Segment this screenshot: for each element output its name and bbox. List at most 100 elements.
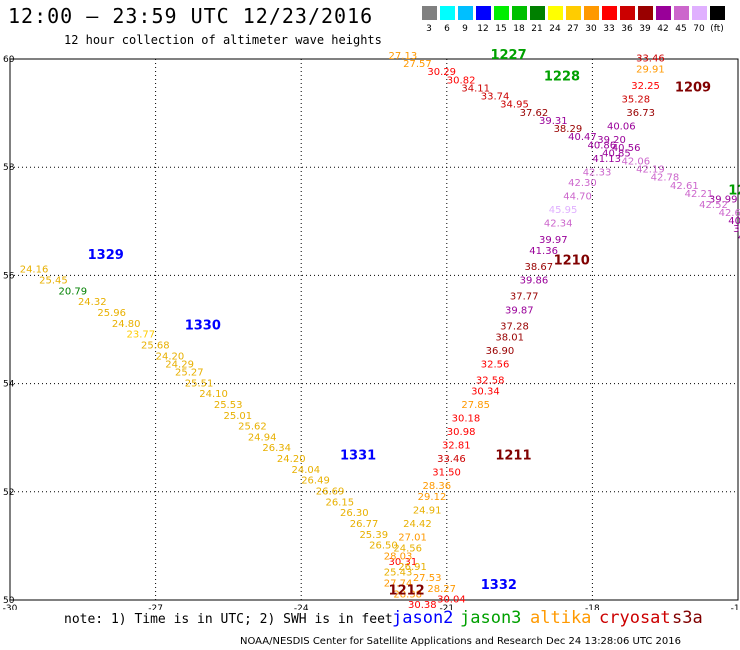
wave-height-label: 25.51 xyxy=(185,378,214,389)
wave-height-label: 30.82 xyxy=(447,75,476,86)
wave-height-label: 24.56 xyxy=(393,543,422,554)
scale-swatch xyxy=(656,6,671,20)
pass-number-label: 1227 xyxy=(490,48,526,63)
scale-swatch xyxy=(458,6,473,20)
x-tick-label: -15 xyxy=(731,604,740,610)
scale-swatch xyxy=(494,6,509,20)
scale-label: 18 xyxy=(513,24,525,34)
wave-height-label: 25.01 xyxy=(224,411,253,422)
scale-swatch xyxy=(566,6,581,20)
scale-label: 45 xyxy=(675,24,687,34)
wave-height-label: 26.91 xyxy=(398,562,427,573)
wave-height-label: 24.80 xyxy=(112,319,141,330)
wave-height-label: 30.34 xyxy=(471,386,500,397)
wave-height-label: 33.74 xyxy=(481,92,510,103)
wave-height-label: 40.19 xyxy=(728,216,740,227)
wave-height-label: 24.94 xyxy=(248,432,277,443)
scale-label: 42 xyxy=(657,24,669,34)
wave-height-label: 42.78 xyxy=(651,173,680,184)
wave-height-label: 26.34 xyxy=(262,443,291,454)
wave-height-label: 38.67 xyxy=(524,262,553,273)
wave-height-label: 26.69 xyxy=(316,487,345,498)
pass-number-label: 1229 xyxy=(728,183,740,198)
legend-cryosat: cryosat xyxy=(599,608,671,628)
wave-height-label: 25.68 xyxy=(141,340,170,351)
wave-height-label: 34.11 xyxy=(461,83,490,94)
wave-height-label: 35.28 xyxy=(622,94,651,105)
pass-number-label: 1228 xyxy=(544,70,580,85)
wave-height-label: 28.38 xyxy=(393,589,422,600)
chart-title: 12:00 — 23:59 UTC 12/23/2016 xyxy=(8,4,374,28)
wave-height-label: 26.49 xyxy=(301,476,330,487)
wave-height-label: 24.20 xyxy=(277,454,306,465)
scale-label: 15 xyxy=(495,24,507,34)
scale-label: 30 xyxy=(585,24,597,34)
wave-height-label: 42.19 xyxy=(636,165,665,176)
wave-height-label: 30.31 xyxy=(389,557,418,568)
credit-line: NOAA/NESDIS Center for Satellite Applica… xyxy=(240,636,682,647)
wave-height-label: 27.74 xyxy=(384,578,413,589)
wave-height-label: 42.61 xyxy=(670,181,699,192)
wave-height-label: 27.01 xyxy=(398,532,427,543)
scale-swatch xyxy=(620,6,635,20)
wave-height-label: 44.70 xyxy=(563,192,592,203)
wave-height-label: 32.25 xyxy=(631,81,660,92)
scale-label: 9 xyxy=(462,24,468,34)
pass-number-label: 1210 xyxy=(554,254,590,269)
wave-height-label: 40.47 xyxy=(568,132,597,143)
pass-labels: 1227 1228 1209 1229 1210 1329 1330 1331 1211 1212… xyxy=(88,48,740,599)
scale-swatch xyxy=(530,6,545,20)
wave-height-label: 29.91 xyxy=(636,65,665,76)
wave-height-label: 25.45 xyxy=(39,276,68,287)
wave-height-label: 26.50 xyxy=(369,541,398,552)
scale-label: 33 xyxy=(603,24,615,34)
wave-height-label: 39.86 xyxy=(520,276,549,287)
wave-height-label: 27.53 xyxy=(413,573,442,584)
wave-height-label: 24.16 xyxy=(20,265,49,276)
scale-swatch xyxy=(512,6,527,20)
wave-height-label: 28.36 xyxy=(423,481,452,492)
pass-number-label: 1212 xyxy=(389,584,425,599)
wave-height-label: 26.30 xyxy=(340,508,369,519)
wave-height-label: 40.86 xyxy=(588,140,617,151)
pass-number-label: 1329 xyxy=(88,248,124,263)
wave-height-label: 40 xyxy=(738,232,740,243)
wave-height-label: 24.10 xyxy=(199,389,228,400)
wave-height-label: 39.99 xyxy=(709,194,738,205)
scale-label: 24 xyxy=(549,24,561,34)
scale-swatch xyxy=(710,6,725,20)
wave-height-label: 25.53 xyxy=(214,400,243,411)
y-tick-label: 50 xyxy=(3,596,15,606)
chart-subtitle: 12 hour collection of altimeter wave hei… xyxy=(64,33,382,47)
wave-height-label: 29.12 xyxy=(418,492,447,503)
wave-height-label: 42.34 xyxy=(544,219,573,230)
scale-label: 39 xyxy=(639,24,651,34)
legend-altika: altika xyxy=(530,608,592,628)
wave-height-label: 25.96 xyxy=(97,308,126,319)
x-tick-label: -30 xyxy=(3,604,18,610)
pass-number-label: 1209 xyxy=(675,80,711,95)
wave-height-label: 33.46 xyxy=(437,454,466,465)
wave-height-label: 37.28 xyxy=(500,322,529,333)
wave-height-label: 42.06 xyxy=(622,156,651,167)
wave-height-label: 37.62 xyxy=(520,108,549,119)
wave-height-label: 24.42 xyxy=(403,519,432,530)
scale-swatch xyxy=(692,6,707,20)
wave-height-label: 26.77 xyxy=(350,519,379,530)
pass-number-label: 1332 xyxy=(481,578,517,593)
wave-height-label: 25.27 xyxy=(175,367,204,378)
wave-height-label: 39.20 xyxy=(597,135,626,146)
wave-height-label: 33.46 xyxy=(636,54,665,65)
y-tick-label: 56 xyxy=(3,271,15,281)
wave-height-label: 41.36 xyxy=(529,246,558,257)
wave-height-chart: -30-27-24-21-18-15505254565860 27.1327.5… xyxy=(3,48,740,610)
wave-height-label: 24.20 xyxy=(156,351,185,362)
y-tick-label: 54 xyxy=(3,380,15,390)
wave-height-label: 40.85 xyxy=(602,148,631,159)
wave-height-label: 30.38 xyxy=(408,600,437,610)
wave-height-label: 32.56 xyxy=(481,359,510,370)
wave-height-label: 32.58 xyxy=(476,376,505,387)
wave-height-label: 40.06 xyxy=(607,121,636,132)
wave-height-label: 25.39 xyxy=(359,530,388,541)
scale-label: 6 xyxy=(444,24,450,34)
